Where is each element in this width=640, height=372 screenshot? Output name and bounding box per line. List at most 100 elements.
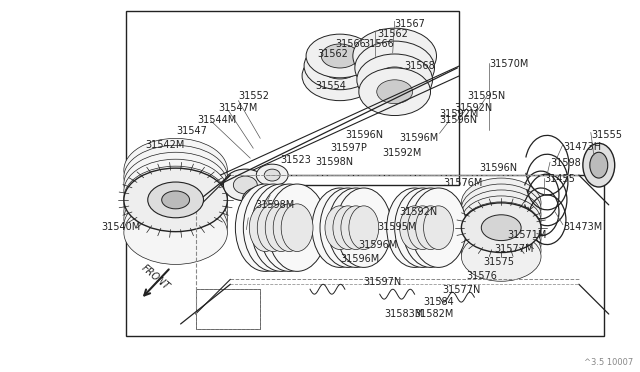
Ellipse shape — [481, 215, 521, 241]
Ellipse shape — [461, 178, 541, 228]
Ellipse shape — [124, 145, 227, 209]
Ellipse shape — [353, 28, 436, 84]
Ellipse shape — [264, 169, 280, 181]
Ellipse shape — [124, 180, 227, 244]
Text: 31597N: 31597N — [363, 277, 401, 287]
Text: 31562: 31562 — [378, 29, 408, 39]
Ellipse shape — [590, 152, 608, 178]
Ellipse shape — [312, 188, 368, 267]
Text: 31592N: 31592N — [399, 207, 438, 217]
Ellipse shape — [376, 67, 413, 93]
Ellipse shape — [234, 176, 257, 194]
Text: 31582M: 31582M — [415, 309, 454, 319]
Text: 31566: 31566 — [335, 39, 365, 49]
Ellipse shape — [124, 166, 227, 230]
Ellipse shape — [223, 169, 268, 201]
Text: 31571M: 31571M — [507, 230, 547, 240]
Ellipse shape — [124, 152, 227, 216]
Ellipse shape — [349, 206, 379, 250]
Text: 31598M: 31598M — [255, 200, 294, 210]
Ellipse shape — [236, 184, 295, 271]
Ellipse shape — [461, 208, 541, 257]
Ellipse shape — [259, 184, 319, 271]
Text: 31544M: 31544M — [198, 115, 237, 125]
Text: 31596M: 31596M — [399, 134, 439, 143]
Text: 31577M: 31577M — [494, 244, 534, 254]
Text: 31575: 31575 — [483, 257, 515, 267]
Text: 31523: 31523 — [280, 155, 311, 165]
Ellipse shape — [302, 51, 378, 101]
Ellipse shape — [320, 53, 360, 79]
Ellipse shape — [268, 184, 327, 271]
Text: 31562: 31562 — [317, 49, 348, 59]
Text: 31547: 31547 — [177, 126, 207, 137]
Ellipse shape — [252, 184, 311, 271]
Text: 31592M: 31592M — [440, 109, 479, 119]
Ellipse shape — [357, 54, 433, 106]
Bar — [196, 289, 260, 329]
Text: ^3.5 10007: ^3.5 10007 — [584, 357, 634, 367]
Ellipse shape — [124, 187, 227, 250]
Ellipse shape — [257, 204, 289, 251]
Text: 31596M: 31596M — [358, 240, 397, 250]
Ellipse shape — [461, 202, 541, 251]
Text: 31596N: 31596N — [479, 163, 517, 173]
Ellipse shape — [250, 204, 281, 251]
Text: 31540M: 31540M — [101, 222, 140, 232]
Text: 31583M: 31583M — [385, 309, 424, 319]
Text: 31473H: 31473H — [563, 142, 601, 152]
Ellipse shape — [148, 182, 204, 218]
Text: 31597P: 31597P — [330, 143, 367, 153]
Ellipse shape — [243, 184, 303, 271]
Ellipse shape — [124, 173, 227, 237]
Ellipse shape — [461, 203, 541, 253]
Text: 31596M: 31596M — [340, 254, 379, 264]
Ellipse shape — [355, 41, 435, 95]
Text: FRONT: FRONT — [140, 263, 172, 292]
Ellipse shape — [399, 206, 429, 250]
Ellipse shape — [277, 189, 293, 201]
Text: 31592M: 31592M — [383, 148, 422, 158]
Text: 31455: 31455 — [544, 174, 575, 184]
Text: 31595N: 31595N — [467, 91, 506, 101]
Text: 31592N: 31592N — [454, 103, 493, 113]
Bar — [126, 11, 460, 185]
Ellipse shape — [124, 138, 227, 202]
Ellipse shape — [252, 193, 269, 207]
Ellipse shape — [124, 159, 227, 223]
Text: 31598N: 31598N — [315, 157, 353, 167]
Ellipse shape — [411, 188, 467, 267]
Ellipse shape — [243, 187, 278, 213]
Ellipse shape — [461, 190, 541, 240]
Text: 31566: 31566 — [363, 39, 394, 49]
Text: 31473M: 31473M — [563, 222, 602, 232]
Text: 31596N: 31596N — [440, 115, 477, 125]
Ellipse shape — [377, 80, 413, 104]
Ellipse shape — [306, 34, 374, 78]
Ellipse shape — [281, 204, 313, 251]
Ellipse shape — [403, 188, 458, 267]
Ellipse shape — [395, 188, 451, 267]
Ellipse shape — [124, 201, 227, 264]
Ellipse shape — [415, 206, 445, 250]
Ellipse shape — [124, 168, 227, 232]
Text: 31577N: 31577N — [442, 285, 481, 295]
Ellipse shape — [320, 188, 376, 267]
Ellipse shape — [256, 164, 288, 186]
Text: 31576: 31576 — [467, 271, 497, 281]
Ellipse shape — [375, 54, 415, 81]
Ellipse shape — [359, 68, 431, 116]
Text: 31598: 31598 — [550, 158, 580, 168]
Ellipse shape — [124, 194, 227, 257]
Text: 31567: 31567 — [395, 19, 426, 29]
Ellipse shape — [461, 226, 541, 275]
Ellipse shape — [341, 206, 371, 250]
Text: 31584: 31584 — [424, 297, 454, 307]
Ellipse shape — [321, 44, 358, 68]
Ellipse shape — [461, 196, 541, 246]
Bar — [126, 175, 604, 336]
Ellipse shape — [304, 42, 376, 90]
Ellipse shape — [162, 191, 189, 209]
Ellipse shape — [273, 204, 305, 251]
Ellipse shape — [583, 143, 614, 187]
